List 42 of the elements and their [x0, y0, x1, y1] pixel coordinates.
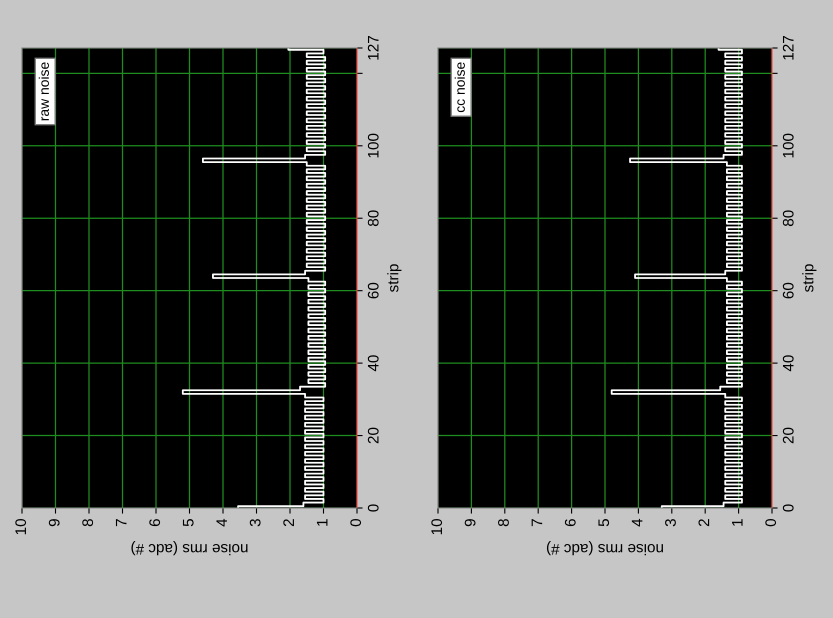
text: raw noise [38, 62, 49, 120]
y-axis-title: strip [802, 264, 816, 292]
x-tick-label: 9 [464, 519, 476, 526]
x-tick-label: 2 [283, 519, 294, 526]
y-tick-label: 127 [782, 36, 794, 60]
text: cc noise [454, 62, 465, 112]
y-tick-label: 127 [368, 36, 378, 60]
x-tick-label: 2 [698, 519, 710, 526]
y-tick-label: 100 [782, 134, 794, 158]
x-tick-label: 6 [564, 519, 576, 526]
y-tick-label: 0 [782, 504, 794, 512]
x-tick-label: 7 [116, 519, 126, 526]
x-tick-label: 3 [665, 519, 676, 526]
x-tick-label: 1 [316, 519, 328, 526]
x-axis-title: noise rms (adc #) [546, 540, 663, 556]
y-tick-label: 60 [782, 282, 794, 298]
x-tick-label: 5 [598, 519, 610, 526]
y-tick-label: 80 [782, 210, 794, 226]
x-axis-title: noise rms (adc #) [131, 540, 248, 556]
x-tick-label: 10 [431, 519, 442, 534]
y-tick-label: 80 [368, 210, 379, 226]
y-tick-label: 0 [368, 504, 379, 512]
x-tick-label: 8 [498, 519, 509, 526]
x-tick-label: 4 [216, 518, 227, 527]
y-tick-label: 60 [368, 282, 379, 298]
x-tick-label: 8 [82, 519, 94, 526]
x-tick-label: 0 [350, 519, 362, 526]
x-tick-label: 3 [250, 519, 261, 526]
x-tick-label: 0 [765, 519, 776, 526]
x-tick-label: 10 [15, 519, 26, 534]
x-tick-label: 7 [532, 519, 542, 526]
y-tick-label: 20 [368, 428, 379, 444]
x-tick-label: 5 [182, 519, 194, 526]
y-tick-label: 20 [782, 428, 794, 444]
y-tick-label: 100 [368, 134, 379, 158]
x-tick-label: 6 [149, 519, 160, 526]
x-tick-label: 9 [48, 519, 60, 526]
x-tick-label: 1 [732, 519, 743, 526]
y-tick-label: 40 [368, 355, 379, 372]
y-axis-title: strip [387, 264, 402, 292]
y-tick-label: 40 [782, 355, 794, 372]
x-tick-label: 4 [632, 518, 642, 527]
